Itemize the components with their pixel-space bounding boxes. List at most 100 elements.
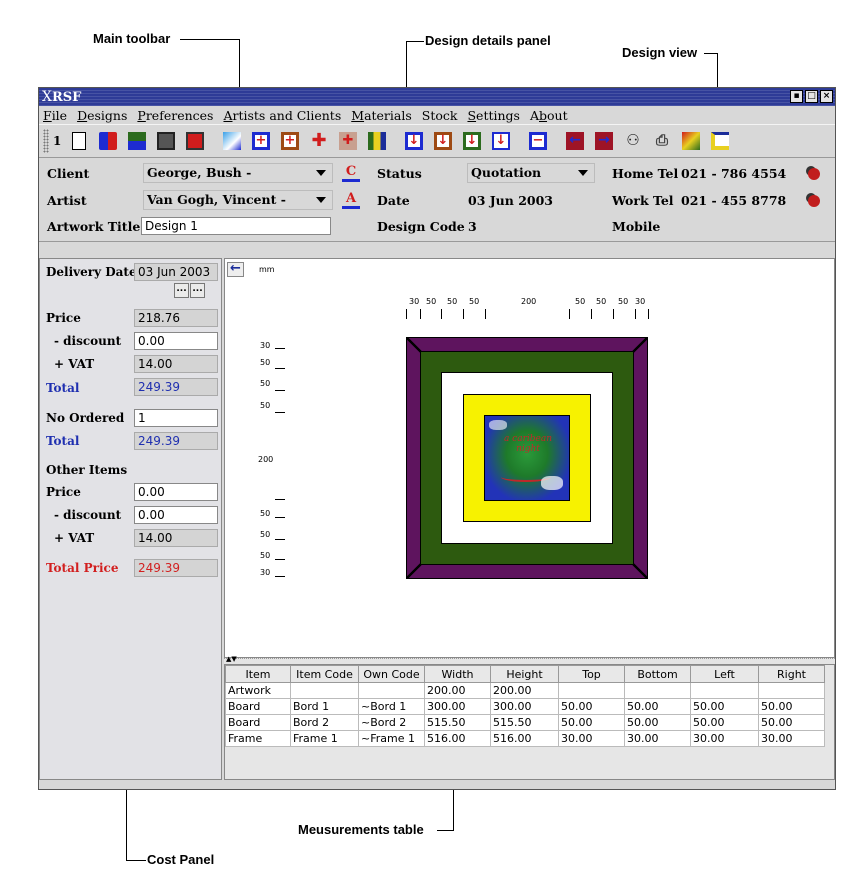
move-down-blue-button[interactable]: ↓ bbox=[402, 129, 426, 153]
cell-item-code[interactable]: Frame 1 bbox=[290, 730, 359, 747]
artwork-button[interactable] bbox=[365, 129, 389, 153]
col-header[interactable]: Width bbox=[424, 665, 491, 683]
cell-right[interactable]: 50.00 bbox=[758, 714, 825, 731]
design-view[interactable]: ← mm 30 50 50 50 200 50 50 50 30 30 50 5… bbox=[224, 258, 835, 658]
move-down-green-button[interactable]: ↓ bbox=[460, 129, 484, 153]
cell-item-code[interactable] bbox=[290, 682, 359, 699]
table-row[interactable]: Artwork 200.00 200.00 bbox=[225, 682, 825, 699]
cell-item[interactable]: Board bbox=[225, 714, 291, 731]
board-2[interactable]: a caribean night bbox=[420, 351, 634, 565]
table-row[interactable]: Board Bord 2 ~Bord 2 515.50 515.50 50.00 50.00… bbox=[225, 714, 825, 731]
col-header[interactable]: Right bbox=[758, 665, 825, 683]
menu-preferences[interactable]: Preferences bbox=[137, 107, 214, 123]
add-board-button[interactable]: + bbox=[249, 129, 273, 153]
mount[interactable]: a caribean night bbox=[463, 394, 591, 522]
cell-item[interactable]: Frame bbox=[225, 730, 291, 747]
menu-artists-clients[interactable]: Artists and Clients bbox=[223, 107, 342, 123]
cell-left[interactable]: 50.00 bbox=[690, 698, 759, 715]
cell-own-code[interactable]: ~Bord 1 bbox=[358, 698, 425, 715]
col-header[interactable]: Item bbox=[225, 665, 291, 683]
cell-height[interactable]: 300.00 bbox=[490, 698, 559, 715]
col-header[interactable]: Top bbox=[558, 665, 625, 683]
board-1[interactable]: a caribean night bbox=[441, 372, 613, 544]
cell-height[interactable]: 516.00 bbox=[490, 730, 559, 747]
artwork-title-input[interactable]: Design 1 bbox=[141, 217, 331, 235]
add-mount-button[interactable]: ✚ bbox=[307, 129, 331, 153]
cell-bottom[interactable]: 50.00 bbox=[624, 698, 691, 715]
cell-right[interactable] bbox=[758, 682, 825, 699]
cell-right[interactable]: 30.00 bbox=[758, 730, 825, 747]
menu-about[interactable]: About bbox=[529, 107, 568, 123]
save-red-button[interactable] bbox=[183, 129, 207, 153]
col-header[interactable]: Bottom bbox=[624, 665, 691, 683]
cell-item-code[interactable]: Bord 2 bbox=[290, 714, 359, 731]
client-edit-icon[interactable]: C bbox=[342, 164, 360, 182]
close-button[interactable]: × bbox=[820, 90, 833, 103]
import-button[interactable] bbox=[125, 129, 149, 153]
minimize-button[interactable]: ▪ bbox=[790, 90, 803, 103]
col-header[interactable]: Own Code bbox=[358, 665, 425, 683]
menu-designs[interactable]: Designs bbox=[77, 107, 128, 123]
cell-top[interactable]: 50.00 bbox=[558, 714, 625, 731]
cell-bottom[interactable]: 50.00 bbox=[624, 714, 691, 731]
col-header[interactable]: Item Code bbox=[290, 665, 359, 683]
delivery-date-clear-button[interactable]: ... bbox=[190, 283, 205, 298]
back-arrow-button[interactable]: ← bbox=[227, 262, 244, 277]
arrow-right-button[interactable]: → bbox=[592, 129, 616, 153]
work-tel-icon[interactable] bbox=[806, 191, 824, 209]
cell-left[interactable] bbox=[690, 682, 759, 699]
menu-settings[interactable]: Settings bbox=[467, 107, 520, 123]
cell-width[interactable]: 516.00 bbox=[424, 730, 491, 747]
cell-bottom[interactable]: 30.00 bbox=[624, 730, 691, 747]
cell-right[interactable]: 50.00 bbox=[758, 698, 825, 715]
cell-own-code[interactable] bbox=[358, 682, 425, 699]
cell-top[interactable]: 30.00 bbox=[558, 730, 625, 747]
arrow-left-button[interactable]: ← bbox=[563, 129, 587, 153]
cell-width[interactable]: 515.50 bbox=[424, 714, 491, 731]
cell-left[interactable]: 50.00 bbox=[690, 714, 759, 731]
cell-height[interactable]: 515.50 bbox=[490, 714, 559, 731]
menu-materials[interactable]: Materials bbox=[351, 107, 412, 123]
find-button[interactable]: ⚇ bbox=[621, 129, 645, 153]
other-discount-input[interactable]: 0.00 bbox=[134, 506, 218, 524]
cell-width[interactable]: 200.00 bbox=[424, 682, 491, 699]
cell-top[interactable]: 50.00 bbox=[558, 698, 625, 715]
col-header[interactable]: Left bbox=[690, 665, 759, 683]
cell-item[interactable]: Board bbox=[225, 698, 291, 715]
remove-button[interactable]: − bbox=[526, 129, 550, 153]
cell-top[interactable] bbox=[558, 682, 625, 699]
status-combo[interactable]: Quotation bbox=[467, 163, 595, 183]
print-button[interactable]: ⎙ bbox=[650, 129, 674, 153]
no-ordered-input[interactable]: 1 bbox=[134, 409, 218, 427]
save-button[interactable] bbox=[154, 129, 178, 153]
artist-combo[interactable]: Van Gogh, Vincent - bbox=[143, 190, 333, 210]
move-down-brown-button[interactable]: ↓ bbox=[431, 129, 455, 153]
add-design-button[interactable] bbox=[96, 129, 120, 153]
table-row[interactable]: Board Bord 1 ~Bord 1 300.00 300.00 50.00 50.00… bbox=[225, 698, 825, 715]
maximize-button[interactable]: □ bbox=[805, 90, 818, 103]
artist-edit-icon[interactable]: A bbox=[342, 191, 360, 209]
image-button[interactable] bbox=[220, 129, 244, 153]
layout-button[interactable] bbox=[708, 129, 732, 153]
new-document-button[interactable] bbox=[67, 129, 91, 153]
cell-width[interactable]: 300.00 bbox=[424, 698, 491, 715]
artwork-image[interactable]: a caribean night bbox=[484, 415, 570, 501]
menu-file[interactable]: File bbox=[43, 107, 68, 123]
home-tel-icon[interactable] bbox=[806, 164, 824, 182]
cell-item[interactable]: Artwork bbox=[225, 682, 291, 699]
cell-left[interactable]: 30.00 bbox=[690, 730, 759, 747]
cell-height[interactable]: 200.00 bbox=[490, 682, 559, 699]
client-combo[interactable]: George, Bush - bbox=[143, 163, 333, 183]
discount-input[interactable]: 0.00 bbox=[134, 332, 218, 350]
toolbar-grip[interactable] bbox=[43, 129, 49, 153]
table-row[interactable]: Frame Frame 1 ~Frame 1 516.00 516.00 30.00 30.… bbox=[225, 730, 825, 747]
export-button[interactable] bbox=[679, 129, 703, 153]
title-bar[interactable]: XRSF ▪ □ × bbox=[39, 88, 835, 106]
menu-stock[interactable]: Stock bbox=[421, 107, 458, 123]
cell-own-code[interactable]: ~Frame 1 bbox=[358, 730, 425, 747]
delivery-date-pick-button[interactable]: ... bbox=[174, 283, 189, 298]
remove-item-button[interactable]: ✚ bbox=[336, 129, 360, 153]
split-pane-divider[interactable]: ▲▼ bbox=[224, 655, 835, 664]
frame-outer[interactable]: a caribean night bbox=[406, 337, 648, 579]
cell-bottom[interactable] bbox=[624, 682, 691, 699]
